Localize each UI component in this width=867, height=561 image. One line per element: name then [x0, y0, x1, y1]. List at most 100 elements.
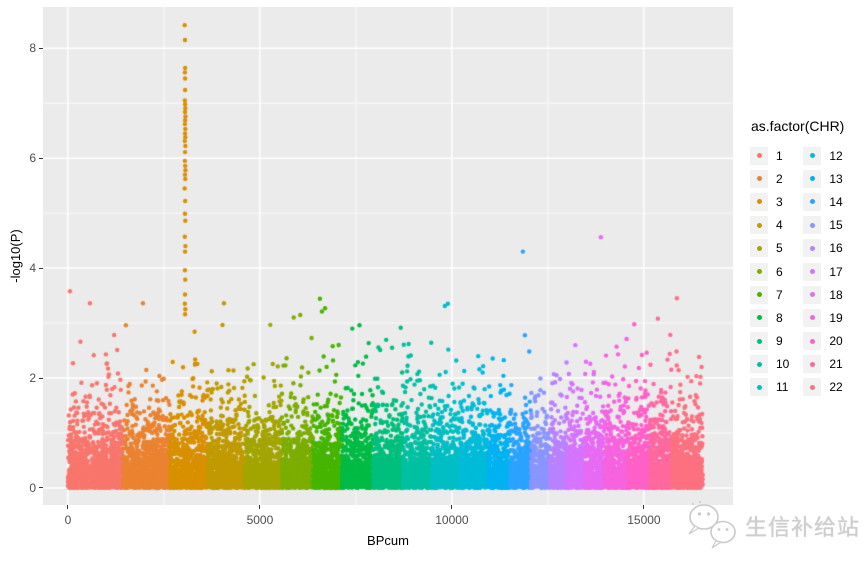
- y-tick-mark: [39, 47, 43, 49]
- legend-label: 16: [829, 241, 843, 256]
- x-tick-label: 10000: [435, 513, 469, 527]
- legend-entry: 9: [750, 330, 789, 353]
- legend-entry: 7: [750, 283, 789, 306]
- legend-column: 1 2 3 4 5 6 7 8 9 10 11: [750, 144, 789, 399]
- legend-column: 12 13 14 15 16 17 18 19 20 21 22: [803, 144, 843, 399]
- legend-key: [803, 285, 822, 304]
- x-tick-label: 0: [64, 513, 72, 527]
- legend-point-icon: [756, 199, 762, 205]
- x-tick-label: 15000: [627, 513, 661, 527]
- legend-key: [750, 262, 768, 281]
- legend-point-icon: [809, 269, 815, 275]
- legend-entry: 16: [803, 237, 843, 260]
- legend-entry: 19: [803, 306, 843, 329]
- legend-label: 10: [776, 357, 790, 372]
- legend-point-icon: [809, 199, 815, 205]
- legend-point-icon: [809, 338, 815, 344]
- legend-point-icon: [809, 384, 815, 390]
- legend-entry: 17: [803, 260, 843, 283]
- legend-label: 14: [829, 194, 843, 209]
- watermark-text: 生信补给站: [745, 515, 861, 540]
- legend-label: 2: [776, 171, 783, 186]
- y-tick-mark: [39, 157, 43, 159]
- watermark: 生信补给站: [683, 498, 867, 554]
- legend-label: 17: [829, 264, 843, 279]
- legend-key: [803, 262, 822, 281]
- legend-point-icon: [756, 384, 762, 390]
- legend-point-icon: [756, 245, 762, 251]
- legend-point-icon: [809, 153, 815, 159]
- legend-label: 8: [776, 310, 783, 325]
- y-tick-mark: [39, 487, 43, 489]
- legend-key: [750, 169, 768, 188]
- y-tick-mark: [39, 267, 43, 269]
- legend-columns: 1 2 3 4 5 6 7 8 9 10 11 12 13 14 15 16 17 18 19 20 21 22: [750, 144, 844, 399]
- legend-key: [750, 378, 768, 397]
- legend-label: 21: [829, 357, 843, 372]
- x-tick-label: 5000: [246, 513, 274, 527]
- legend: as.factor(CHR) 1 2 3 4 5 6 7 8 9 10 11 12 13 14 15 16 17…: [750, 118, 844, 399]
- legend-label: 15: [829, 218, 843, 233]
- legend-point-icon: [809, 176, 815, 182]
- legend-point-icon: [756, 153, 762, 159]
- legend-point-icon: [756, 176, 762, 182]
- legend-key: [750, 146, 768, 165]
- legend-key: [750, 192, 768, 211]
- legend-point-icon: [756, 361, 762, 367]
- legend-key: [803, 355, 822, 374]
- legend-entry: 11: [750, 376, 789, 399]
- legend-point-icon: [756, 338, 762, 344]
- legend-entry: 18: [803, 283, 843, 306]
- legend-entry: 12: [803, 144, 843, 167]
- legend-entry: 14: [803, 190, 843, 213]
- legend-label: 6: [776, 264, 783, 279]
- legend-entry: 10: [750, 353, 789, 376]
- wechat-icon: [688, 501, 736, 549]
- y-tick-label: 6: [29, 151, 36, 166]
- plot-panel: [43, 7, 733, 505]
- legend-key: [750, 308, 768, 327]
- legend-entry: 1: [750, 144, 789, 167]
- legend-point-icon: [809, 315, 815, 321]
- legend-label: 22: [829, 380, 843, 395]
- y-tick-label: 0: [29, 480, 36, 495]
- legend-key: [750, 216, 768, 235]
- legend-entry: 20: [803, 330, 843, 353]
- legend-point-icon: [756, 315, 762, 321]
- x-tick-mark: [67, 505, 69, 509]
- legend-label: 3: [776, 194, 783, 209]
- legend-point-icon: [809, 292, 815, 298]
- y-tick-label: 2: [29, 371, 36, 386]
- legend-key: [803, 216, 822, 235]
- legend-label: 4: [776, 218, 783, 233]
- legend-label: 20: [829, 334, 843, 349]
- legend-key: [750, 332, 768, 351]
- legend-point-icon: [809, 245, 815, 251]
- legend-key: [803, 239, 822, 258]
- legend-label: 18: [829, 287, 843, 302]
- legend-label: 1: [776, 148, 783, 163]
- legend-label: 11: [776, 380, 789, 395]
- legend-key: [803, 192, 822, 211]
- legend-label: 9: [776, 334, 783, 349]
- legend-title: as.factor(CHR): [751, 118, 845, 134]
- legend-key: [750, 285, 768, 304]
- legend-label: 7: [776, 287, 783, 302]
- y-tick-mark: [39, 377, 43, 379]
- legend-entry: 13: [803, 167, 843, 190]
- legend-key: [803, 146, 822, 165]
- legend-point-icon: [756, 269, 762, 275]
- legend-key: [803, 332, 822, 351]
- legend-key: [750, 355, 768, 374]
- legend-label: 5: [776, 241, 783, 256]
- legend-entry: 6: [750, 260, 789, 283]
- legend-key: [803, 169, 822, 188]
- legend-entry: 22: [803, 376, 843, 399]
- legend-key: [803, 378, 822, 397]
- x-tick-mark: [643, 505, 645, 509]
- legend-entry: 21: [803, 353, 843, 376]
- x-axis-title: BPcum: [367, 533, 409, 548]
- legend-entry: 3: [750, 190, 789, 213]
- legend-label: 19: [829, 310, 843, 325]
